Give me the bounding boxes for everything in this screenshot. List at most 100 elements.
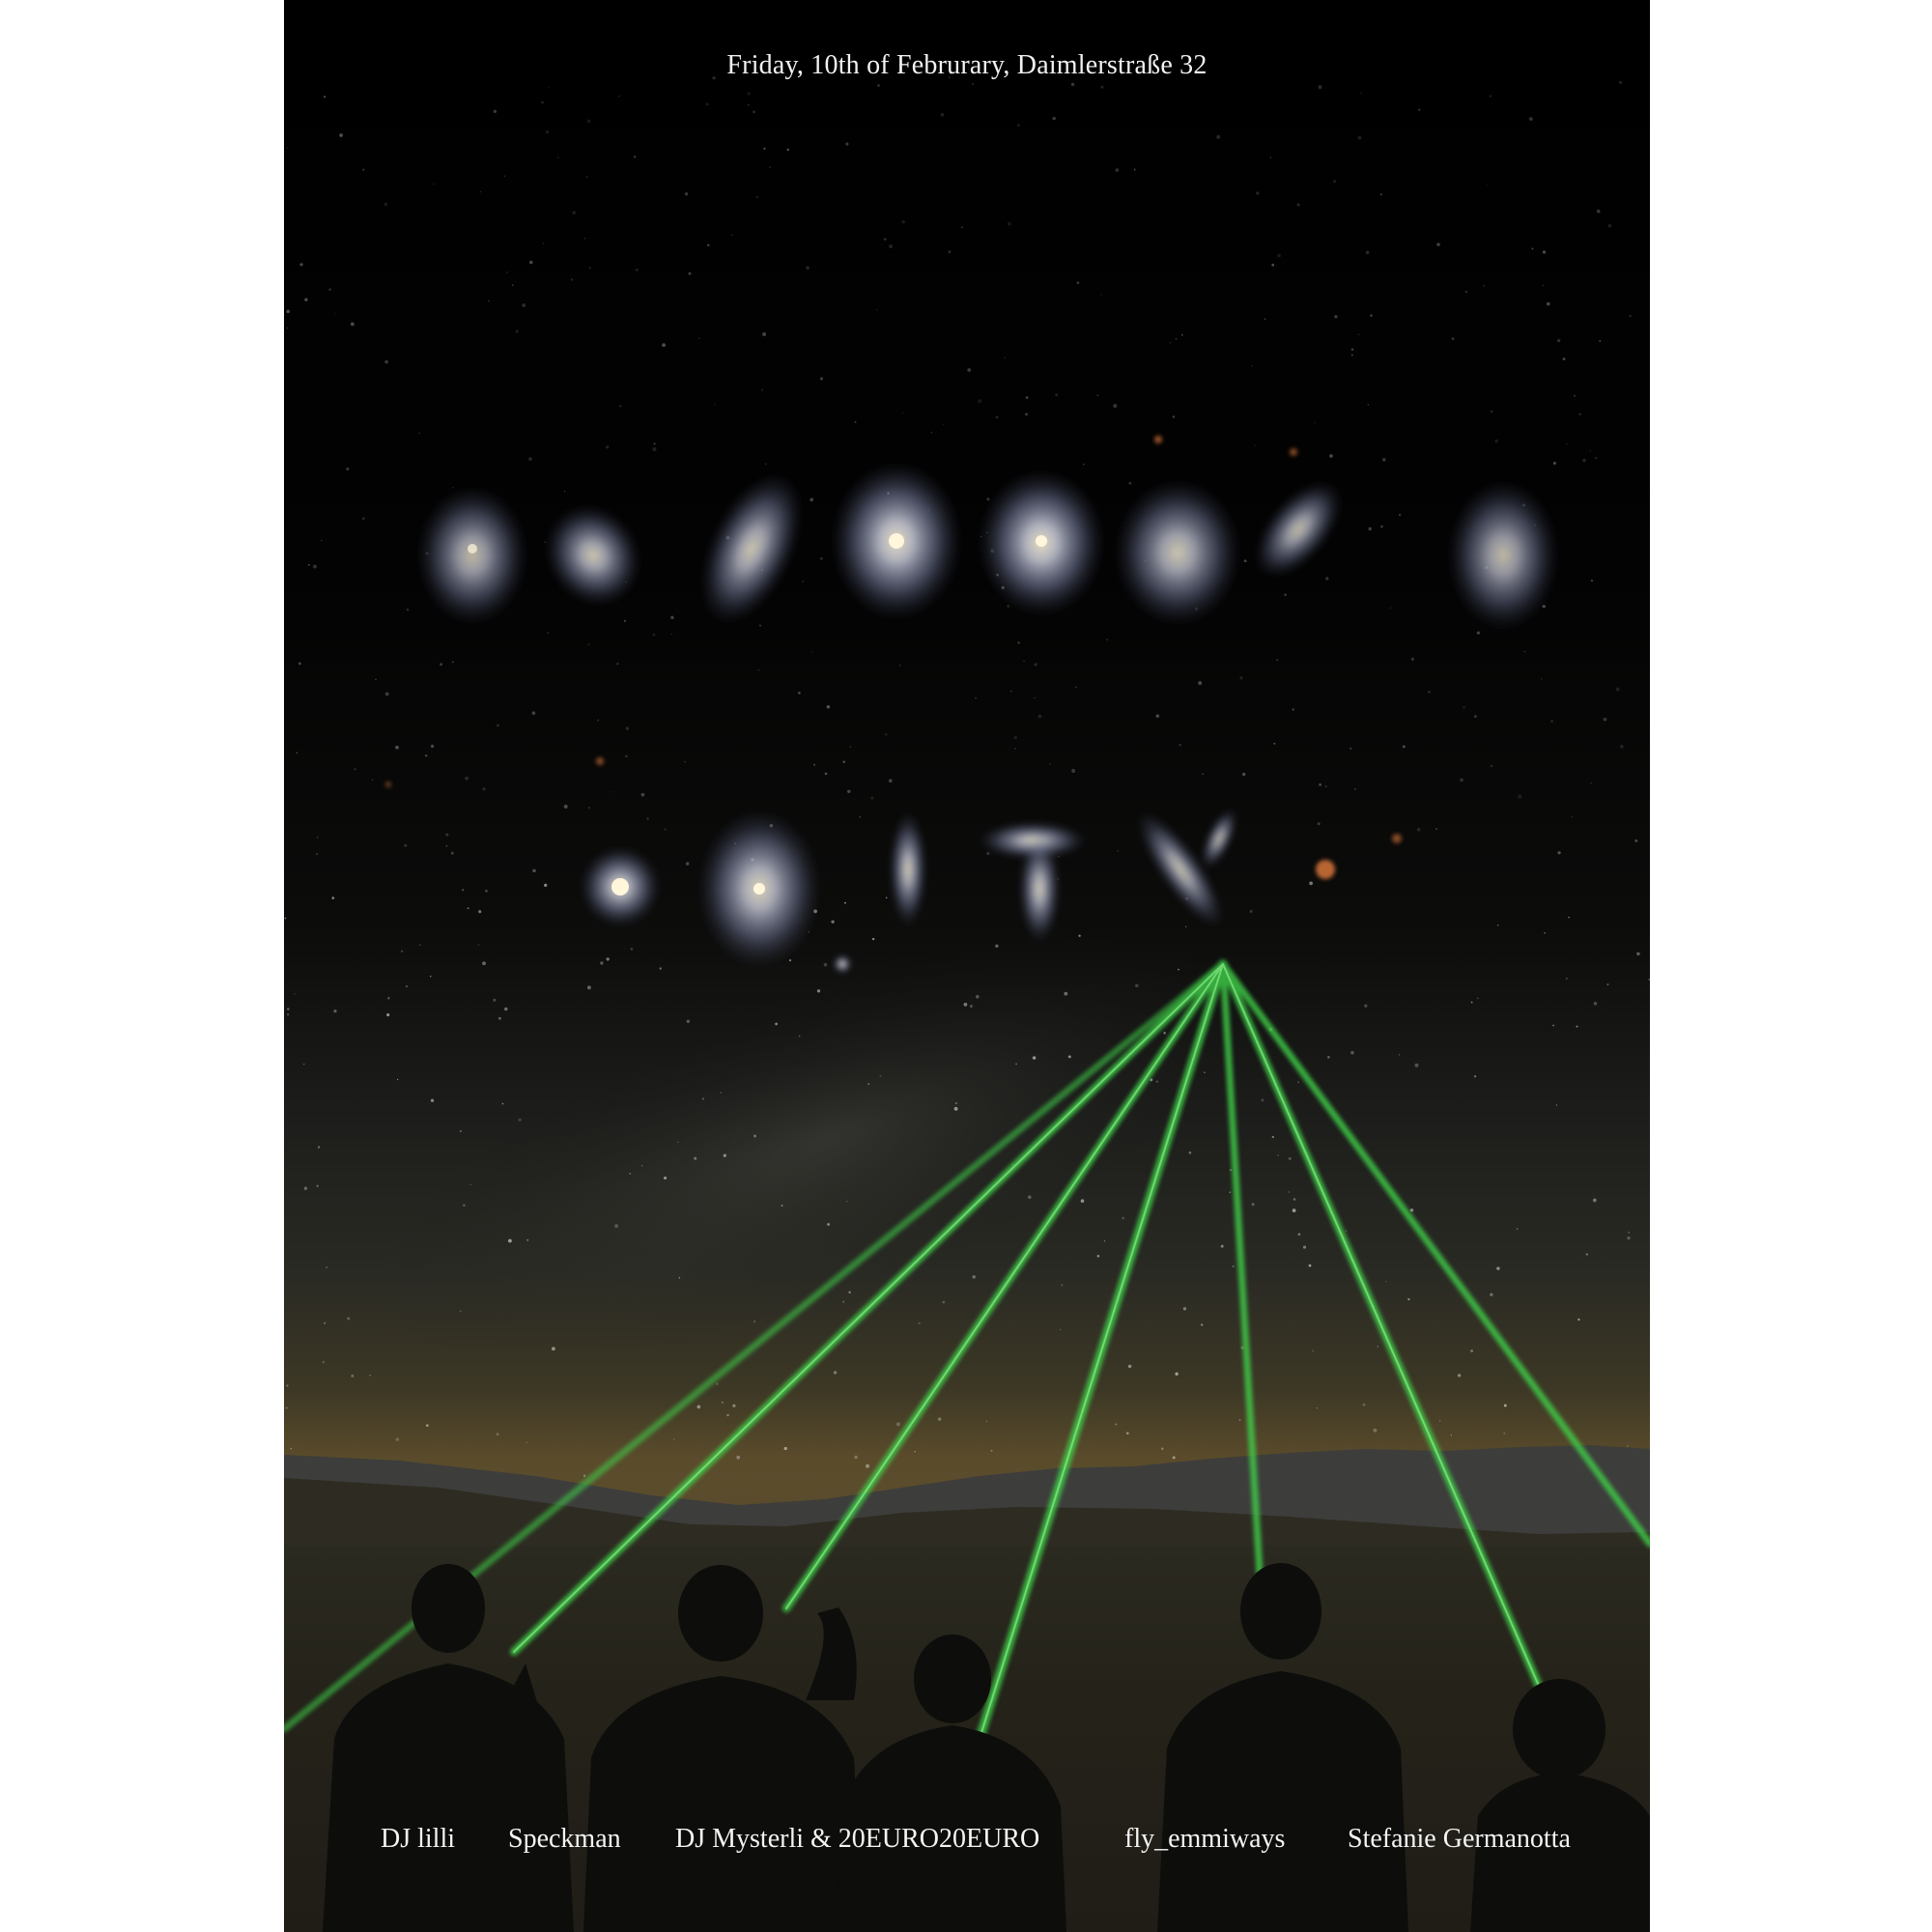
star — [940, 113, 945, 117]
star — [541, 100, 544, 104]
galaxy-letter — [544, 504, 642, 607]
star — [462, 889, 465, 892]
star — [972, 1275, 976, 1279]
star — [812, 763, 816, 766]
star — [1103, 1240, 1106, 1242]
star — [1552, 462, 1556, 465]
star — [720, 1092, 723, 1094]
lineup-artist: Speckman — [508, 1824, 621, 1854]
star — [1076, 281, 1080, 285]
star — [1007, 221, 1011, 226]
star — [326, 1266, 327, 1268]
star — [1249, 909, 1253, 913]
star — [1528, 117, 1533, 121]
star — [556, 156, 559, 158]
star — [1364, 1004, 1368, 1008]
star — [1288, 1156, 1292, 1160]
star — [600, 961, 604, 965]
star — [1463, 706, 1465, 709]
star — [1382, 458, 1386, 462]
star — [503, 175, 506, 178]
star — [811, 650, 813, 653]
star — [440, 663, 443, 667]
star — [1004, 356, 1007, 359]
star — [298, 662, 301, 666]
star — [563, 805, 568, 809]
star — [1271, 1135, 1274, 1139]
star — [1251, 1203, 1255, 1207]
star — [1619, 745, 1624, 749]
star — [323, 96, 327, 99]
star — [1175, 337, 1178, 340]
star — [515, 329, 519, 333]
star — [307, 563, 310, 566]
star — [1589, 450, 1592, 452]
star — [1590, 579, 1594, 582]
star — [350, 322, 355, 327]
star — [1316, 1406, 1318, 1409]
star — [1009, 690, 1012, 693]
star — [1460, 778, 1463, 782]
star — [1489, 95, 1492, 98]
star — [582, 1474, 586, 1477]
person-silhouette — [412, 1564, 485, 1653]
star — [1049, 763, 1051, 765]
star — [1172, 415, 1176, 418]
star — [1636, 952, 1640, 956]
star — [1627, 1236, 1631, 1240]
star — [1128, 481, 1132, 485]
star — [696, 1405, 701, 1409]
star — [1585, 1253, 1588, 1256]
star — [612, 791, 614, 793]
star — [1034, 696, 1036, 699]
star — [1360, 92, 1362, 95]
star — [497, 724, 499, 727]
star — [883, 238, 887, 241]
star — [542, 242, 545, 245]
star — [1516, 1228, 1519, 1230]
milky-way-haze — [349, 908, 1301, 1372]
star — [1531, 247, 1534, 250]
star — [1059, 1328, 1062, 1331]
star — [1542, 250, 1547, 254]
star — [369, 1375, 371, 1377]
star — [1607, 224, 1612, 228]
star — [845, 1201, 848, 1203]
star — [482, 787, 486, 791]
star — [1312, 1350, 1314, 1352]
star — [1407, 1297, 1410, 1301]
star — [816, 989, 821, 993]
laser-beam — [1219, 960, 1650, 1548]
star — [1239, 676, 1243, 680]
star — [1542, 284, 1544, 287]
star — [731, 234, 733, 237]
star — [819, 377, 824, 381]
star — [1354, 788, 1356, 790]
star — [478, 910, 482, 914]
star — [465, 776, 469, 781]
star — [296, 752, 298, 754]
star — [1100, 85, 1104, 89]
person-silhouette — [678, 1565, 763, 1662]
star — [477, 944, 480, 946]
star — [1126, 1432, 1129, 1435]
star — [1096, 394, 1099, 397]
star — [452, 487, 454, 489]
galaxy-letter — [1136, 810, 1225, 928]
star — [1198, 681, 1203, 686]
star — [757, 669, 760, 671]
star — [714, 404, 716, 406]
star — [1398, 1054, 1401, 1056]
star — [694, 1156, 697, 1160]
star — [736, 1455, 741, 1460]
star — [664, 1176, 668, 1180]
star — [1025, 396, 1029, 399]
star — [686, 1019, 691, 1024]
star — [747, 103, 750, 106]
star — [445, 833, 449, 837]
star — [328, 288, 331, 292]
galaxy-cores — [468, 533, 1047, 895]
star — [1362, 1403, 1366, 1406]
star — [606, 445, 610, 449]
